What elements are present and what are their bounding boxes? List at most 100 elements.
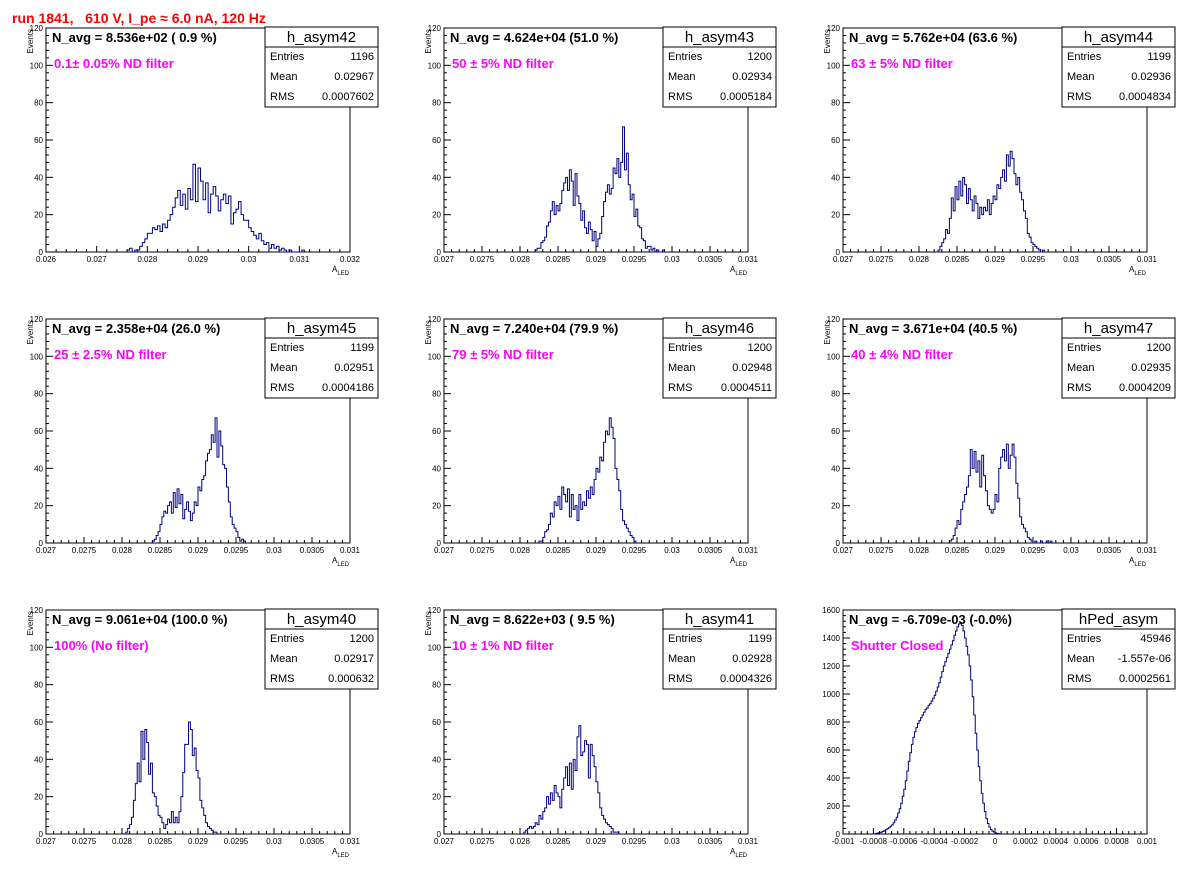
stats-key: Entries xyxy=(668,633,703,645)
stats-value: 0.02951 xyxy=(334,362,374,374)
stats-key: Mean xyxy=(270,653,298,665)
x-axis-label-main: A xyxy=(730,556,736,565)
stats-value: 1200 xyxy=(350,633,374,645)
stats-value: 0.0004511 xyxy=(721,382,772,394)
y-axis-label: Events xyxy=(424,320,433,344)
x-tick-label: 0.0295 xyxy=(224,546,249,555)
y-tick-label: 600 xyxy=(827,746,841,755)
stats-key: Entries xyxy=(1067,633,1102,645)
y-tick-label: 80 xyxy=(831,99,840,108)
histogram-line xyxy=(125,721,218,834)
stats-key: Entries xyxy=(270,51,305,63)
stats-value: 0.02917 xyxy=(334,653,374,665)
histogram-panel-h_asym45: 0.027 0.0275 0.028 0.0285 0.029 0.0295 0.03 0.0… xyxy=(0,291,398,581)
stats-value: 1199 xyxy=(1147,51,1171,63)
y-tick-label: 60 xyxy=(34,427,43,436)
x-tick-label: -0.0008 xyxy=(860,837,888,846)
histogram-line xyxy=(126,163,305,253)
x-tick-label: 0.03 xyxy=(1063,255,1079,264)
x-tick-label: 0.0285 xyxy=(148,837,173,846)
histogram-panel-hPed_asym: -0.001 -0.0008 -0.0006 -0.0004 -0.0002 0 0.000… xyxy=(797,582,1195,872)
y-axis-label: Events xyxy=(26,320,35,344)
x-tick-label: 0.0275 xyxy=(72,837,97,846)
x-tick-label: 0.0285 xyxy=(546,255,571,264)
x-tick-label: 0.028 xyxy=(510,546,531,555)
stats-key: RMS xyxy=(1067,382,1091,394)
stats-value: 1200 xyxy=(748,342,772,354)
stats-value: 1196 xyxy=(350,51,374,63)
x-tick-label: 0.0295 xyxy=(622,837,647,846)
stats-value: 0.0004209 xyxy=(1119,382,1171,394)
stats-box xyxy=(264,608,379,690)
x-tick-label: 0.0275 xyxy=(470,546,495,555)
histogram-name: h_asym43 xyxy=(685,29,754,46)
histogram-name: hPed_asym xyxy=(1079,611,1158,628)
x-tick-label: 0.0305 xyxy=(1097,546,1122,555)
x-tick-label: -0.0006 xyxy=(890,837,918,846)
y-tick-label: 1200 xyxy=(822,662,840,671)
y-tick-label: 60 xyxy=(831,136,840,145)
x-axis-label: ALED xyxy=(332,847,350,859)
filter-annotation: Shutter Closed xyxy=(851,638,944,653)
x-axis-label-sub: LED xyxy=(337,271,349,277)
stats-value: 0.02936 xyxy=(1131,71,1171,83)
filter-annotation: 25 ± 2.5% ND filter xyxy=(54,347,167,362)
y-tick-label: 1400 xyxy=(822,634,840,643)
x-axis-label: ALED xyxy=(730,265,748,277)
x-tick-label: 0.0002 xyxy=(1013,837,1038,846)
stats-value: 1200 xyxy=(748,51,772,63)
y-tick-label: 0 xyxy=(437,830,442,839)
stats-key: Mean xyxy=(1067,71,1095,83)
x-tick-label: 0.0285 xyxy=(546,837,571,846)
histogram-line xyxy=(948,443,1053,544)
stats-key: RMS xyxy=(668,382,692,394)
x-tick-label: 0.029 xyxy=(586,837,607,846)
stats-box xyxy=(1061,317,1176,399)
x-tick-label: -0.0002 xyxy=(951,837,979,846)
x-tick-label: 0.03 xyxy=(266,837,282,846)
histogram-line xyxy=(538,417,637,543)
x-tick-label: 0.029 xyxy=(188,546,209,555)
y-tick-label: 120 xyxy=(827,315,841,324)
x-axis-label-main: A xyxy=(730,847,736,856)
stats-key: RMS xyxy=(1067,673,1091,685)
y-axis-label: Events xyxy=(823,320,832,344)
x-axis-label: ALED xyxy=(1129,265,1147,277)
stats-key: Mean xyxy=(1067,653,1095,665)
x-tick-label: 0.0285 xyxy=(546,546,571,555)
x-tick-label: 0.03 xyxy=(266,546,282,555)
x-tick-label: 0.0305 xyxy=(698,255,723,264)
y-tick-label: 60 xyxy=(432,427,441,436)
stats-value: 1199 xyxy=(748,633,772,645)
y-tick-label: 400 xyxy=(827,774,841,783)
run-title: run 1841, 610 V, I_pe ≈ 6.0 nA, 120 Hz xyxy=(12,10,266,26)
x-tick-label: 0.0295 xyxy=(224,837,249,846)
histogram-panel-h_asym40: 0.027 0.0275 0.028 0.0285 0.029 0.0295 0.03 0.0… xyxy=(0,582,398,872)
x-tick-label: 0.027 xyxy=(36,837,57,846)
histogram-panel-h_asym41: 0.027 0.0275 0.028 0.0285 0.029 0.0295 0.03 0.0… xyxy=(398,582,796,872)
y-tick-label: 0 xyxy=(836,248,841,257)
stats-key: Entries xyxy=(1067,342,1102,354)
histogram-name: h_asym47 xyxy=(1084,320,1153,337)
x-tick-label: 0.0285 xyxy=(945,546,970,555)
x-axis-label-sub: LED xyxy=(735,271,747,277)
x-tick-label: 0.031 xyxy=(289,255,310,264)
x-tick-label: 0.0295 xyxy=(622,546,647,555)
x-tick-label: 0.029 xyxy=(586,255,607,264)
y-tick-label: 20 xyxy=(432,793,441,802)
histogram-svg-hPed_asym: -0.001 -0.0008 -0.0006 -0.0004 -0.0002 0 0.000… xyxy=(822,606,1176,846)
stats-value: 1199 xyxy=(350,342,374,354)
navg-label: N_avg = 3.671e+04 (40.5 %) xyxy=(849,321,1017,336)
x-axis-label-main: A xyxy=(332,847,338,856)
histogram-line xyxy=(534,126,665,253)
histogram-svg-h_asym46: 0.027 0.0275 0.028 0.0285 0.029 0.0295 0.03 0.0… xyxy=(424,315,777,568)
histogram-svg-h_asym43: 0.027 0.0275 0.028 0.0285 0.029 0.0295 0.03 0.0… xyxy=(424,24,777,277)
x-tick-label: 0.029 xyxy=(188,837,209,846)
stats-key: Mean xyxy=(270,71,298,83)
histogram-panel-h_asym43: 0.027 0.0275 0.028 0.0285 0.029 0.0295 0.03 0.0… xyxy=(398,0,796,290)
y-tick-label: 100 xyxy=(30,643,44,652)
x-tick-label: 0.028 xyxy=(137,255,158,264)
y-tick-label: 60 xyxy=(432,718,441,727)
histogram-name: h_asym41 xyxy=(685,611,754,628)
x-tick-label: 0.031 xyxy=(738,255,759,264)
